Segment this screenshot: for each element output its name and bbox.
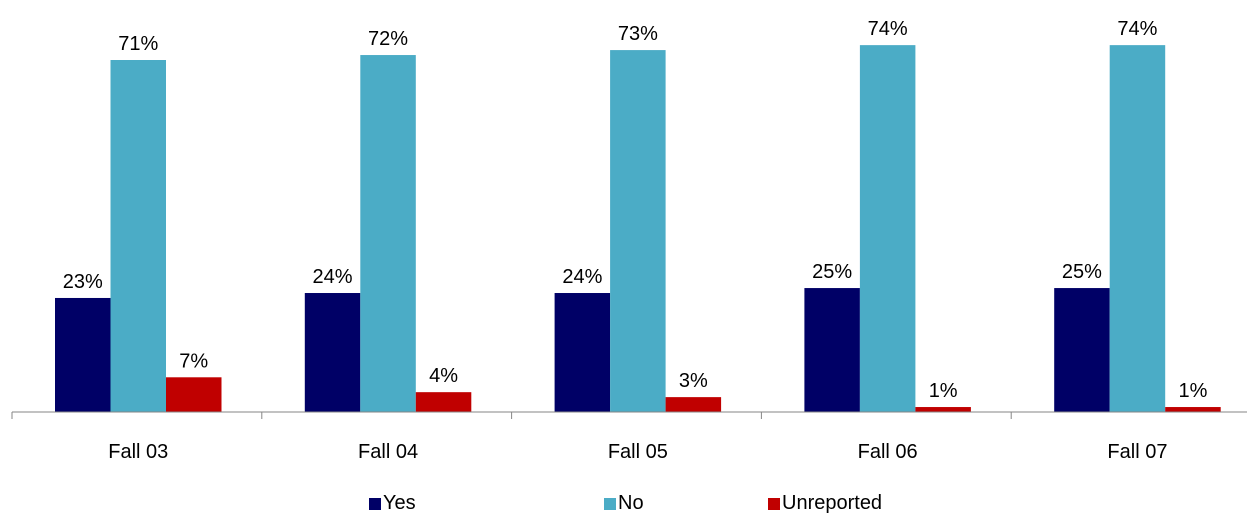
bar-no-fall-06	[859, 45, 916, 412]
category-label-fall-03: Fall 03	[108, 441, 168, 463]
bar-unreported-fall-03	[166, 377, 222, 412]
category-label-fall-04: Fall 04	[358, 441, 418, 463]
data-label-no-fall-06: 74%	[868, 18, 908, 40]
x-axis-ticks	[11, 412, 1012, 419]
bar-yes-fall-03	[55, 297, 111, 412]
legend-label-unreported: Unreported	[782, 492, 883, 514]
data-label-yes-fall-03: 23%	[63, 271, 103, 293]
data-label-no-fall-04: 72%	[368, 28, 408, 50]
x-axis-tick-labels: Fall 03 Fall 04 Fall 05 Fall 06 Fall 07	[108, 441, 1167, 463]
data-label-yes-fall-07: 25%	[1062, 261, 1102, 283]
data-label-no-fall-05: 73%	[618, 23, 658, 45]
bar-unreported-fall-04	[415, 392, 472, 412]
legend-item-no: No	[604, 492, 644, 515]
data-label-yes-fall-06: 25%	[812, 261, 852, 283]
data-label-unreported-fall-03: 7%	[179, 350, 208, 372]
legend-swatch-no	[604, 497, 616, 510]
legend: Yes No Unreported	[0, 492, 1247, 522]
legend-item-unreported: Unreported	[768, 492, 882, 515]
value-labels-layer: 23% 71% 7% 24% 72% 4% 24% 73% 3% 25% 74% 1% 25% 74% 1%	[63, 18, 1208, 402]
legend-swatch-unreported	[768, 497, 780, 510]
bar-no-fall-05	[610, 50, 666, 413]
legend-label-yes: Yes	[383, 492, 416, 514]
bars-layer	[55, 45, 1221, 413]
legend-swatch-yes	[369, 497, 381, 510]
legend-item-yes: Yes	[369, 492, 416, 515]
bar-unreported-fall-07	[1165, 407, 1221, 412]
bar-unreported-fall-06	[915, 407, 971, 412]
bar-no-fall-07	[1109, 45, 1166, 412]
data-label-yes-fall-04: 24%	[313, 266, 353, 288]
bar-yes-fall-04	[304, 293, 361, 412]
category-label-fall-05: Fall 05	[608, 441, 668, 463]
bar-yes-fall-07	[1054, 288, 1110, 412]
data-label-unreported-fall-05: 3%	[679, 370, 708, 392]
data-label-yes-fall-05: 24%	[562, 266, 602, 288]
data-label-unreported-fall-06: 1%	[929, 380, 958, 402]
bar-yes-fall-05	[554, 293, 611, 412]
legend-label-no: No	[618, 492, 644, 514]
bar-yes-fall-06	[804, 288, 860, 412]
bar-no-fall-04	[360, 55, 416, 412]
category-label-fall-06: Fall 06	[858, 441, 918, 463]
category-label-fall-07: Fall 07	[1107, 441, 1167, 463]
data-label-unreported-fall-07: 1%	[1178, 380, 1207, 402]
data-label-no-fall-07: 74%	[1117, 18, 1157, 40]
data-label-unreported-fall-04: 4%	[429, 365, 458, 387]
bar-no-fall-03	[110, 60, 166, 412]
bar-unreported-fall-05	[665, 397, 722, 412]
data-label-no-fall-03: 71%	[118, 33, 158, 55]
